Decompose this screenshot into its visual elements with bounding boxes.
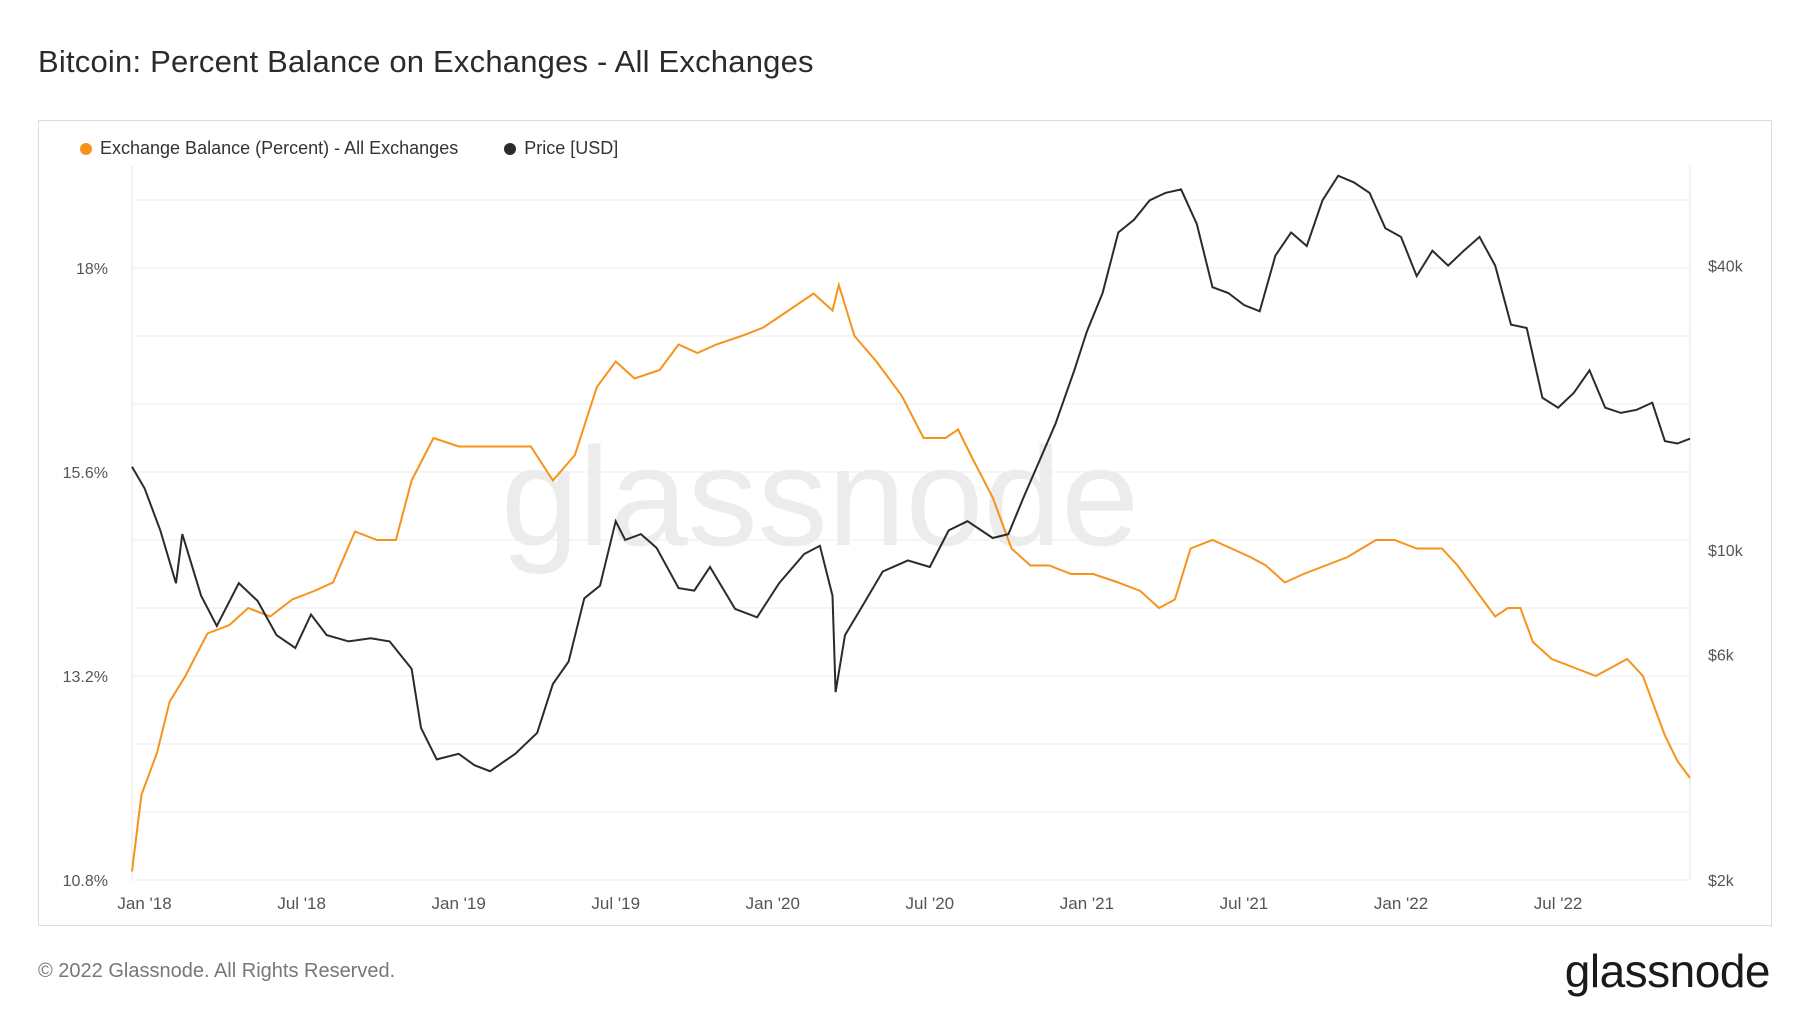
legend-dot-price [504, 142, 517, 155]
series-line-exchange-balance [131, 281, 1691, 872]
page-title: Bitcoin: Percent Balance on Exchanges - … [38, 44, 814, 79]
left-tick-label: 10.8% [63, 873, 108, 890]
x-tick-label: Jan '20 [746, 894, 800, 913]
left-tick-label: 13.2% [63, 669, 108, 686]
right-axis-ticks: $2k $6k $10k $40k [1708, 259, 1744, 890]
x-tick-label: Jul '20 [906, 894, 955, 913]
left-tick-label: 18% [76, 261, 108, 278]
left-axis-ticks: 10.8% 13.2% 15.6% 18% [63, 261, 108, 890]
chart-legend: Exchange Balance (Percent) - All Exchang… [80, 138, 618, 159]
footer-copyright: © 2022 Glassnode. All Rights Reserved. [38, 960, 396, 982]
left-tick-label: 15.6% [63, 465, 108, 482]
x-tick-label: Jul '21 [1220, 894, 1269, 913]
right-tick-label: $6k [1708, 648, 1735, 665]
x-tick-label: Jul '22 [1534, 894, 1583, 913]
legend-dot-exchange-balance [80, 142, 92, 155]
x-tick-label: Jan '18 [117, 894, 171, 913]
right-tick-label: $40k [1708, 259, 1744, 276]
legend-label-price: Price [USD] [524, 138, 619, 158]
watermark: glassnode [501, 418, 1139, 575]
x-tick-label: Jan '21 [1060, 894, 1114, 913]
x-tick-label: Jul '19 [591, 894, 640, 913]
right-tick-label: $10k [1708, 543, 1744, 560]
brand-logo[interactable]: glassnode [1564, 945, 1771, 997]
grid [132, 199, 1690, 881]
x-tick-label: Jan '19 [432, 894, 486, 913]
x-tick-label: Jan '22 [1374, 894, 1428, 913]
chart-panel [38, 120, 1772, 926]
legend-item-exchange-balance[interactable]: Exchange Balance (Percent) - All Exchang… [80, 138, 458, 159]
x-tick-label: Jul '18 [277, 894, 326, 913]
legend-label-exchange-balance: Exchange Balance (Percent) - All Exchang… [100, 138, 459, 158]
series-line-price [131, 174, 1691, 773]
legend-item-price[interactable]: Price [USD] [504, 138, 618, 159]
right-tick-label: $2k [1708, 873, 1735, 890]
x-axis-ticks: Jan '18 Jul '18 Jan '19 Jul '19 Jan '20 Jul '… [117, 894, 1582, 913]
